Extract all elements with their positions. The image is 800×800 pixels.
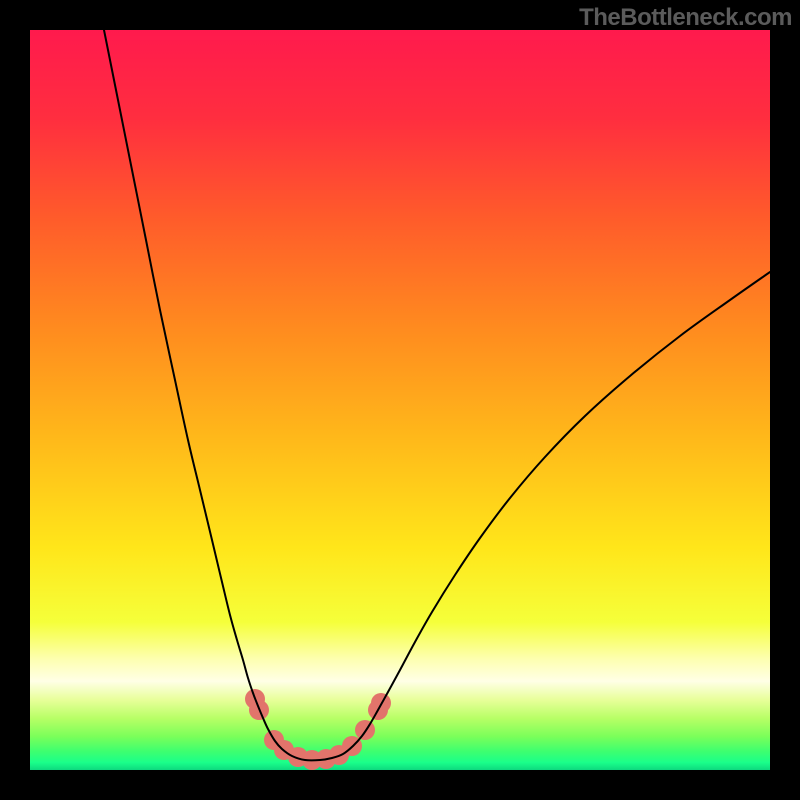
chart-svg xyxy=(30,30,770,770)
curve-marker xyxy=(355,720,375,740)
gradient-background xyxy=(30,30,770,770)
plot-area xyxy=(30,30,770,770)
watermark-text: TheBottleneck.com xyxy=(579,4,792,32)
